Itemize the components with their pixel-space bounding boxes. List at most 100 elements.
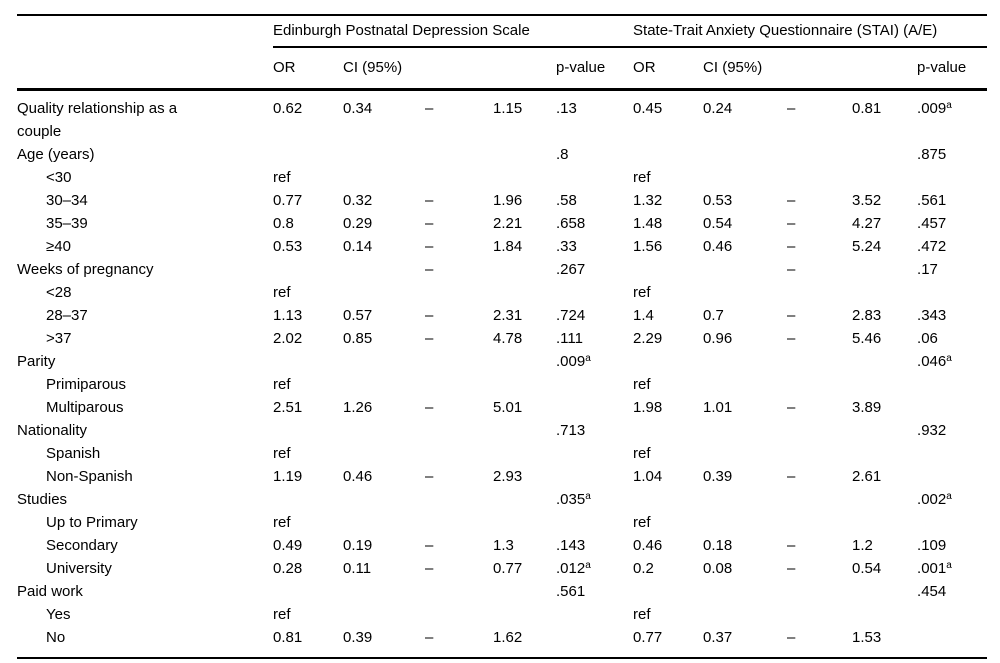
- stai-ci-high-cell: [852, 373, 917, 396]
- stai-or-cell: 1.98: [633, 399, 663, 416]
- epds-ci-low-cell: 0.39: [343, 626, 425, 659]
- epds-or-cell: ref: [273, 606, 291, 623]
- epds-or-cell: 0.81: [273, 626, 343, 659]
- epds-or-cell: ref: [273, 169, 291, 186]
- stai-or-cell: ref: [633, 284, 651, 301]
- epds-ci-dash-cell: [425, 603, 493, 626]
- stai-ci-dash-cell: [787, 281, 852, 304]
- stai-ci-low-cell: 1.01: [703, 399, 733, 416]
- epds-or-cell: 0.8: [273, 215, 294, 232]
- stai-ci-high-cell: [852, 488, 917, 511]
- row-label-text: ≥40: [46, 238, 71, 255]
- stai-ci-dash-cell: –: [787, 330, 796, 347]
- table-row: 28–37 1.13 0.57 – 2.31 .724 1.4 0.7 – 2.83 .343: [17, 304, 987, 327]
- stai-ci-high-cell: 1.53: [852, 626, 918, 659]
- epds-ci-low-cell: [343, 511, 425, 534]
- epds-or-cell: 2.51: [273, 399, 303, 416]
- stai-or-header: OR: [633, 47, 704, 91]
- row-label-text: Nationality: [17, 422, 88, 439]
- epds-ci-high-cell: 1.3: [493, 537, 514, 554]
- row-label-text: 30–34: [46, 192, 88, 209]
- stai-or-cell: [633, 419, 703, 442]
- epds-pvalue-cell: .13: [556, 100, 577, 117]
- epds-ci-dash-cell: [425, 419, 493, 442]
- epds-ci-low-cell: [343, 143, 425, 166]
- row-label-text: Non-Spanish: [46, 468, 133, 485]
- stai-ci-high-cell: 1.2: [852, 537, 873, 554]
- row-label-cell: Age (years): [17, 143, 273, 166]
- stai-ci-high-cell: 2.61: [852, 468, 882, 485]
- epds-ci-dash-cell: –: [425, 537, 434, 554]
- footnote-marker: a: [946, 353, 952, 364]
- table-row: Yes ref ref: [17, 603, 987, 626]
- stai-pvalue-cell: .002a: [917, 491, 952, 508]
- stai-ci-low-cell: 0.24: [703, 100, 733, 117]
- stai-or-cell: 0.77: [633, 626, 704, 659]
- stai-ci-dash-cell: –: [787, 307, 796, 324]
- row-label-cell: Parity: [17, 350, 273, 373]
- epds-pvalue-cell: .561: [556, 583, 586, 600]
- stai-or-cell: 0.2: [633, 560, 654, 577]
- epds-ci-low-cell: 1.26: [343, 399, 373, 416]
- stai-ci-low-cell: [703, 442, 787, 465]
- row-label-text: Quality relationship as a couple: [17, 100, 178, 140]
- row-label-cell: <30: [17, 166, 273, 189]
- row-label-cell: No: [17, 626, 273, 659]
- stai-ci-dash-cell: [787, 442, 852, 465]
- epds-ci-dash-cell: [425, 373, 493, 396]
- epds-pvalue-cell: .33: [556, 238, 577, 255]
- table-row: 30–34 0.77 0.32 – 1.96 .58 1.32 0.53 – 3.52 .561: [17, 189, 987, 212]
- stai-or-cell: ref: [633, 445, 651, 462]
- epds-ci-high-cell: [493, 373, 556, 396]
- epds-pvalue-cell: .143: [556, 537, 586, 554]
- stai-or-cell: [633, 143, 703, 166]
- stai-ci-dash-cell: [787, 166, 852, 189]
- epds-ci-low-cell: 0.11: [343, 560, 372, 577]
- stai-ci-low-cell: [703, 350, 787, 373]
- footnote-marker: a: [946, 491, 952, 502]
- table-row: Nationality .713 .932: [17, 419, 987, 442]
- column-header-row: OR CI (95%) p-value OR CI (95%) p-value: [17, 47, 988, 91]
- row-label-cell: 30–34: [17, 189, 273, 212]
- epds-ci-dash-cell: –: [425, 330, 434, 347]
- epds-pvalue-cell: [556, 442, 633, 465]
- table-row: <30 ref ref: [17, 166, 987, 189]
- stai-pvalue-cell: .561: [917, 192, 947, 209]
- row-label-cell: Weeks of pregnancy: [17, 258, 273, 281]
- epds-pvalue-cell: .658: [556, 215, 586, 232]
- epds-ci-high-cell: [493, 419, 556, 442]
- epds-ci-high-cell: [493, 511, 556, 534]
- footnote-marker: a: [585, 560, 591, 571]
- row-label-cell: ≥40: [17, 235, 273, 258]
- row-label-text: Up to Primary: [46, 514, 138, 531]
- row-label-text: Weeks of pregnancy: [17, 261, 154, 278]
- stai-ci-dash-cell: [787, 143, 852, 166]
- row-label-text: Secondary: [46, 537, 118, 554]
- stai-ci-high-cell: [852, 258, 917, 281]
- table-row: Quality relationship as a couple 0.62 0.34…: [17, 90, 987, 144]
- epds-ci-low-cell: [343, 166, 425, 189]
- stai-group-header: State-Trait Anxiety Questionnaire (STAI)…: [633, 15, 988, 48]
- stai-or-cell: 1.32: [633, 192, 663, 209]
- group-header-spacer: [17, 15, 273, 47]
- stai-ci-low-cell: 0.54: [703, 215, 733, 232]
- table-row: Age (years) .8 .875: [17, 143, 987, 166]
- epds-group-header: Edinburgh Postnatal Depression Scale: [273, 15, 634, 48]
- epds-pvalue-cell: .009a: [556, 353, 591, 370]
- epds-or-cell: [273, 258, 343, 281]
- epds-ci-low-cell: [343, 350, 425, 373]
- stai-or-cell: 0.45: [633, 100, 663, 117]
- stai-or-cell: 1.56: [633, 238, 663, 255]
- epds-ci-low-cell: [343, 281, 425, 304]
- epds-ci-dash-cell: –: [425, 238, 434, 255]
- epds-ci-high-cell: [493, 281, 556, 304]
- stai-ci-high-cell: [852, 419, 917, 442]
- stai-ci-low-cell: 0.53: [703, 192, 733, 209]
- epds-or-cell: ref: [273, 445, 291, 462]
- row-label-text: Studies: [17, 491, 68, 508]
- epds-or-header: OR: [273, 47, 343, 91]
- epds-ci-dash-cell: [425, 442, 493, 465]
- epds-ci-dash-cell: –: [425, 261, 434, 278]
- epds-ci-low-cell: 0.32: [343, 192, 373, 209]
- table-row: Up to Primary ref ref: [17, 511, 987, 534]
